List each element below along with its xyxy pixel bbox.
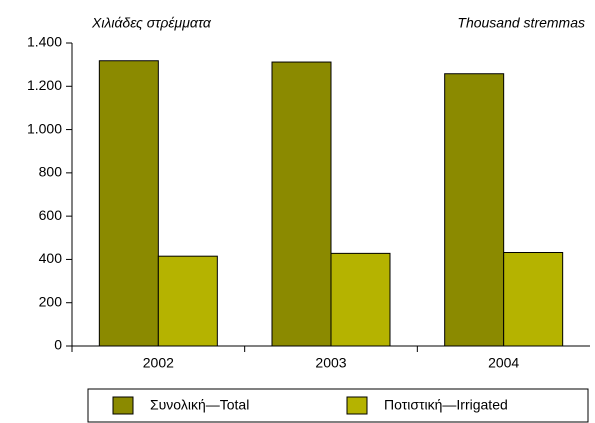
- unit-label: Χιλιάδες στρέμματα: [91, 15, 212, 31]
- y-tick-label: 1.000: [27, 120, 62, 136]
- y-tick-label: 400: [39, 250, 63, 266]
- legend-swatch: [346, 396, 368, 415]
- y-tick-label: 1.200: [27, 77, 62, 93]
- bar: [444, 73, 505, 347]
- y-tick-label: 200: [39, 293, 63, 309]
- bar: [330, 252, 391, 347]
- y-tick-label: 1.400: [27, 34, 62, 50]
- bar: [271, 61, 332, 347]
- x-tick-label: 2003: [315, 355, 346, 371]
- legend-label: Ποτιστική—Irrigated: [384, 397, 508, 413]
- x-tick-label: 2002: [143, 355, 174, 371]
- bar: [157, 255, 218, 347]
- x-tick-label: 2004: [488, 355, 519, 371]
- legend-box: [87, 388, 589, 423]
- unit-label: Thousand stremmas: [457, 15, 585, 31]
- y-tick-label: 800: [39, 164, 63, 180]
- bar: [98, 60, 159, 347]
- legend-label: Συνολική—Total: [150, 397, 249, 413]
- y-tick-label: 0: [54, 337, 62, 353]
- bar: [503, 252, 564, 347]
- y-tick-label: 600: [39, 207, 63, 223]
- legend-swatch: [112, 396, 134, 415]
